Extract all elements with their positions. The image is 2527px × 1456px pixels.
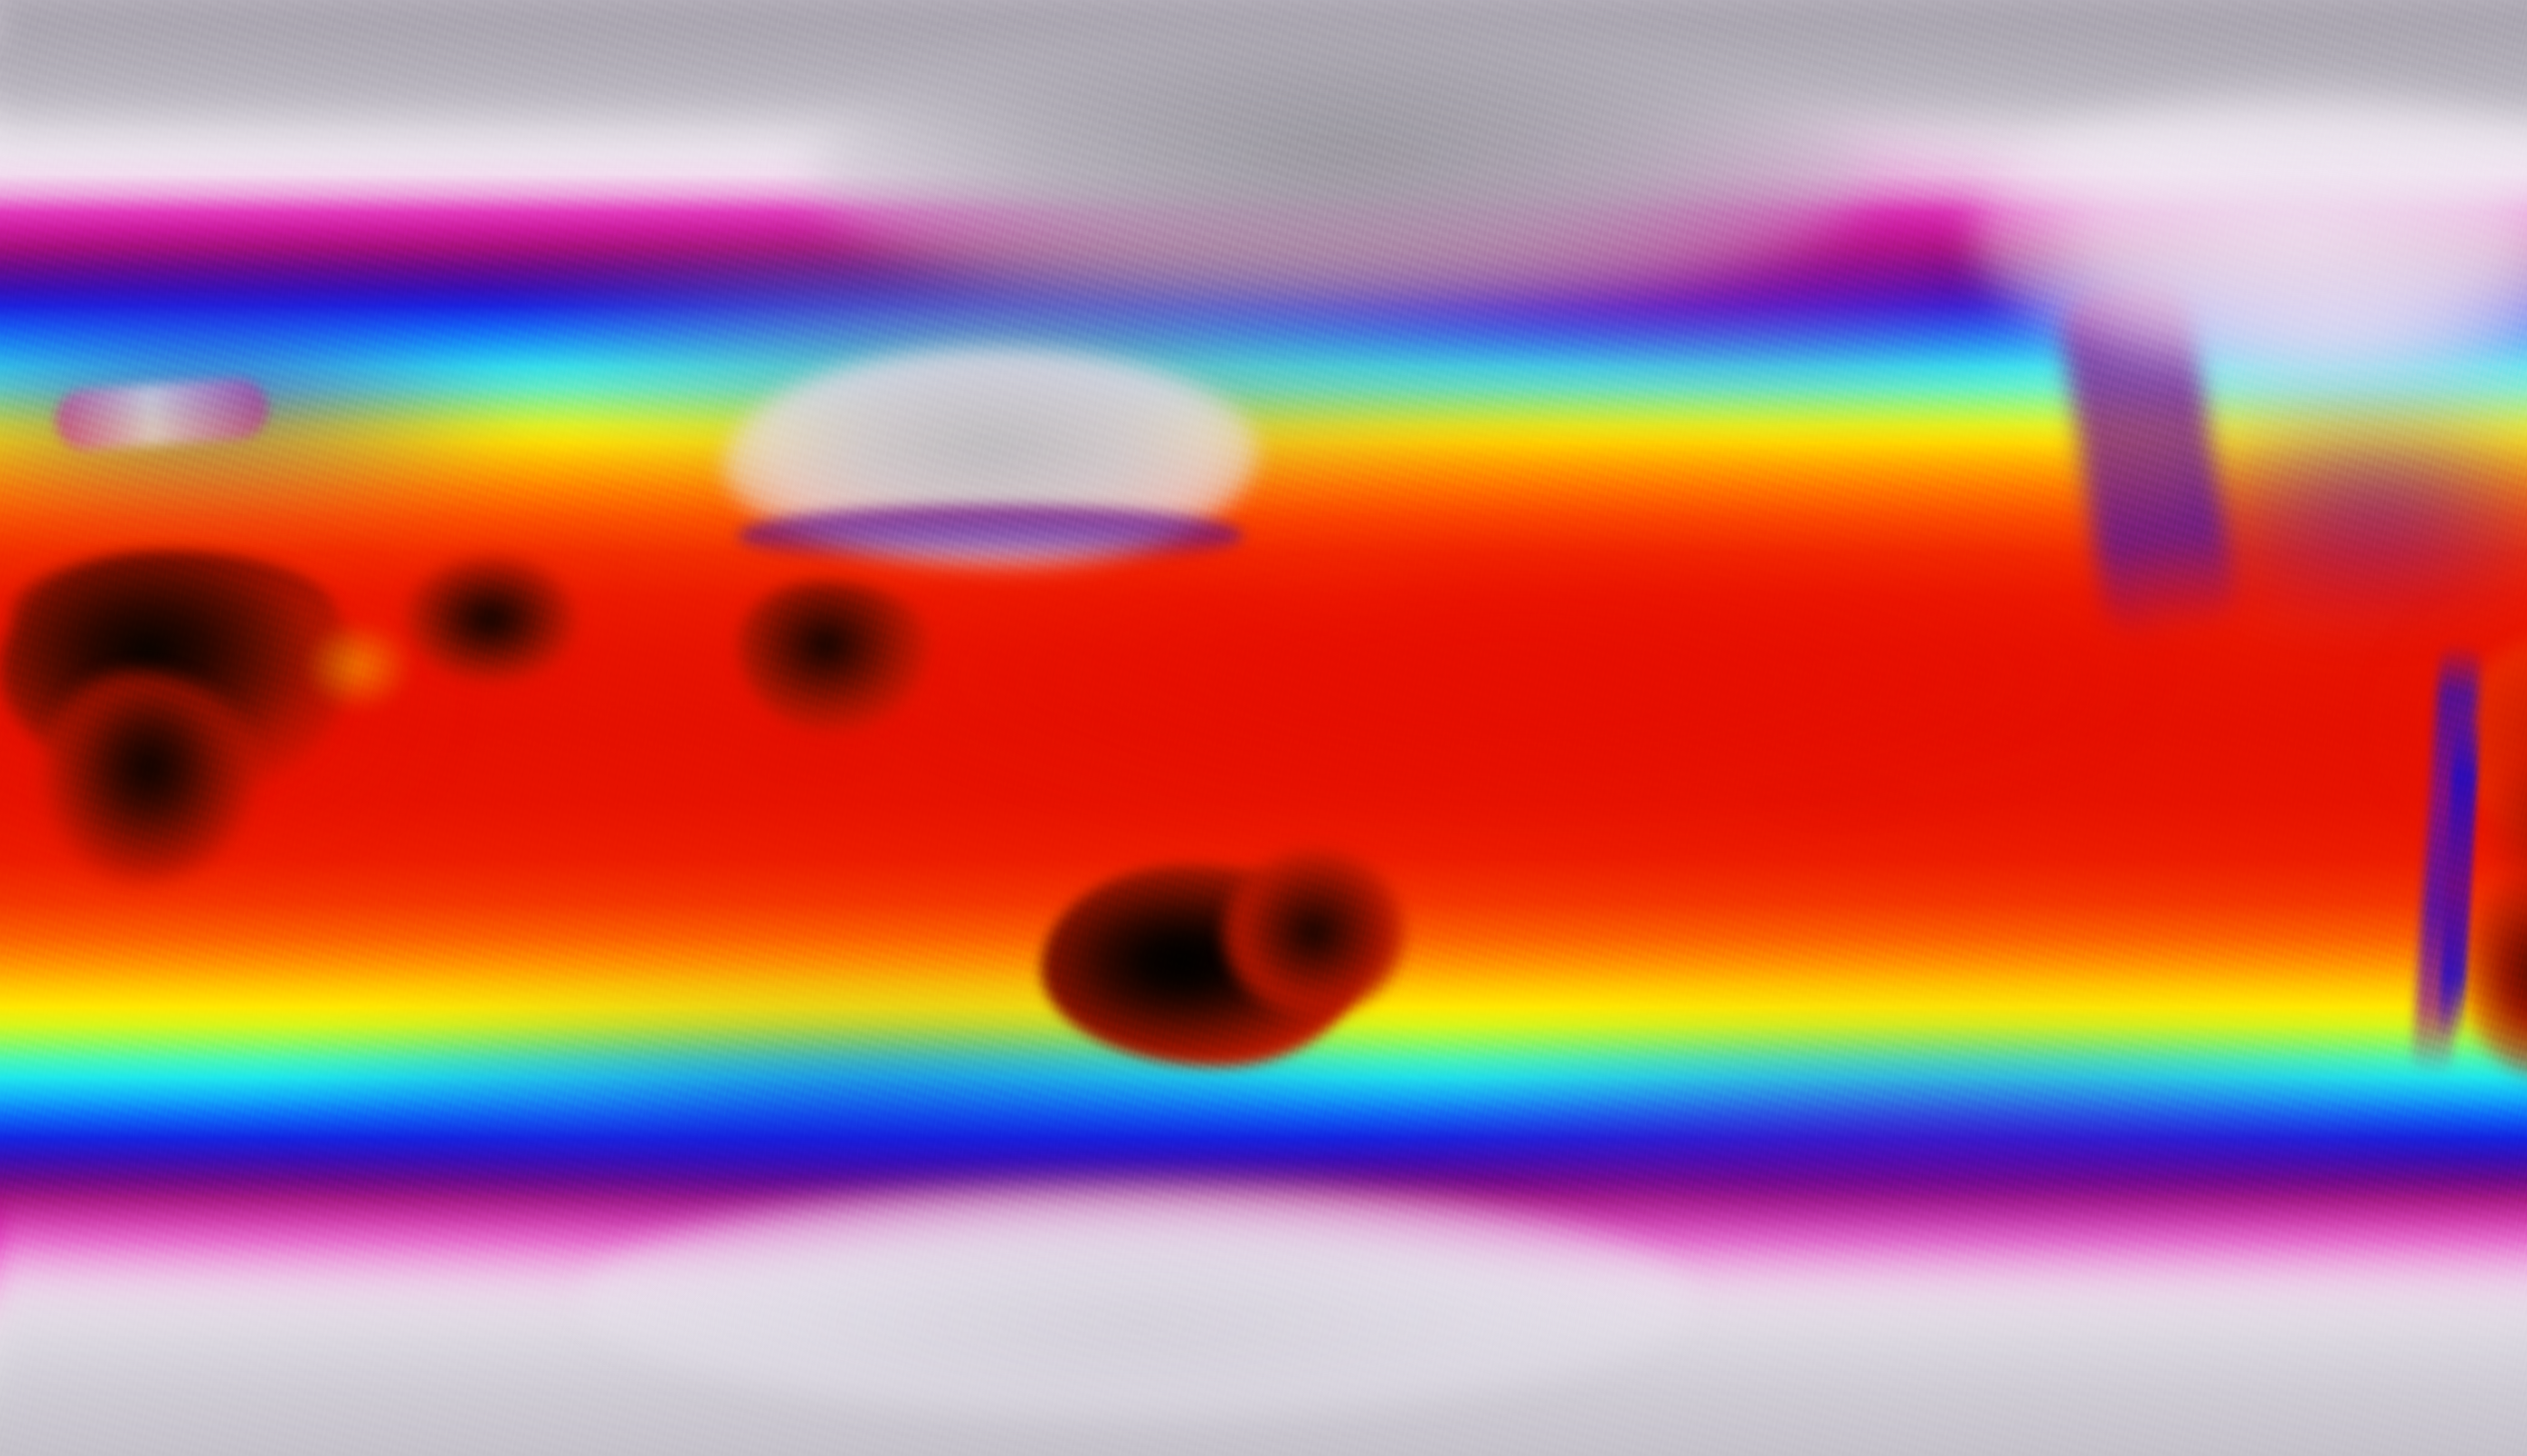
filament-texture — [0, 0, 2527, 1456]
global-temperature-map: Global Surface Air Temperature equirecta… — [0, 0, 2527, 1456]
